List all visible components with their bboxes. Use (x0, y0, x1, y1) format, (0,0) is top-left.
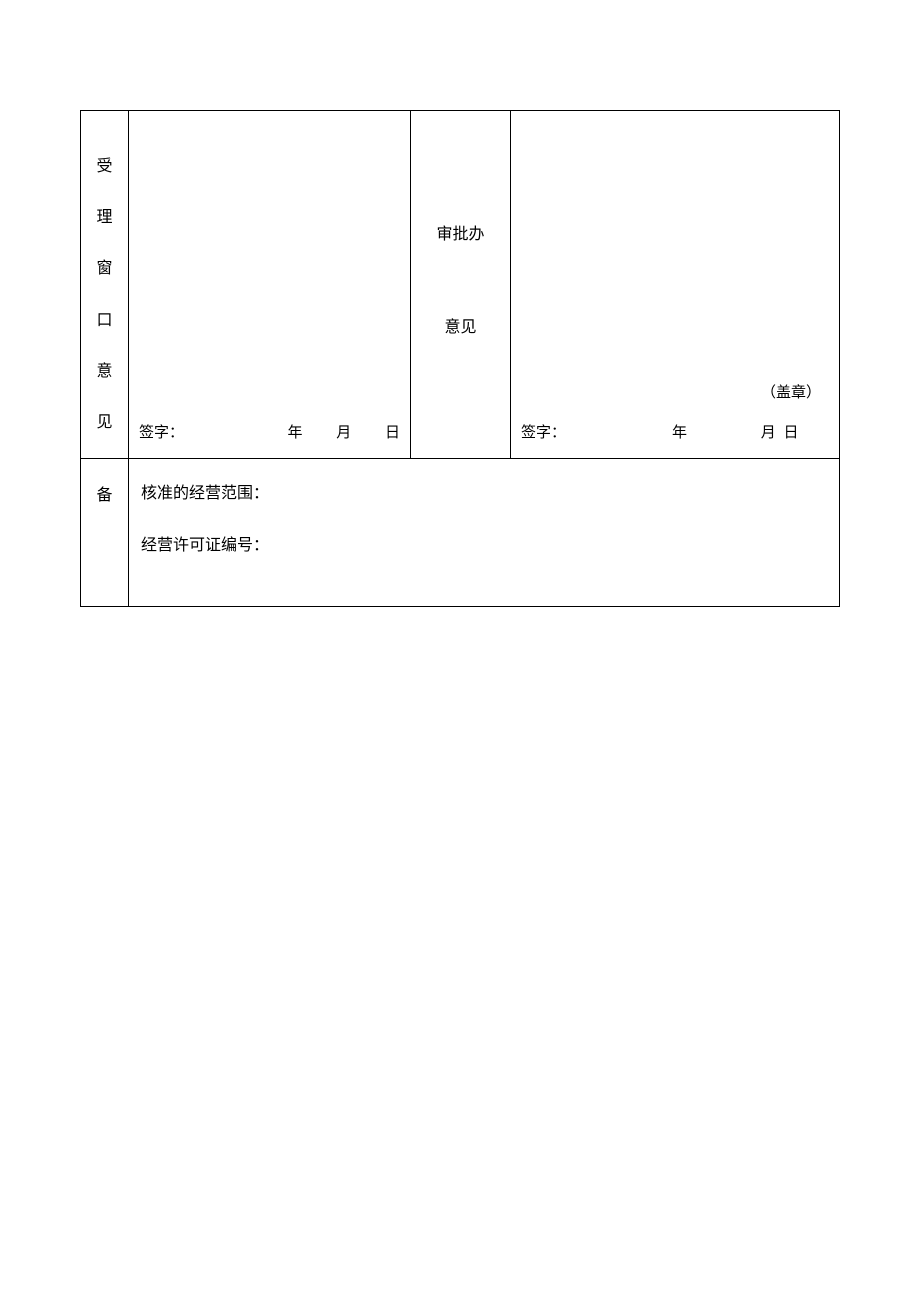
date-day: 日 (385, 425, 400, 441)
seal-text: （盖章） (761, 381, 821, 402)
license-number-label: 经营许可证编号： (141, 525, 827, 567)
approval-sign-line: 签字： 年 月 日 (521, 421, 829, 442)
approval-office-label-cell: 审批办 意见 (411, 111, 511, 459)
approved-scope-label: 核准的经营范围： (141, 473, 827, 515)
opinion-row: 受 理 窗 口 意 见 签字： 年 月 日 审批办 意见 （盖章） (81, 111, 840, 459)
remark-row: 备 核准的经营范围： 经营许可证编号： (81, 459, 840, 607)
date-month: 月 (761, 425, 776, 441)
approval-office-label-bottom: 意见 (411, 314, 510, 343)
remark-label: 备 (96, 487, 112, 504)
vchar: 窗 (96, 243, 112, 294)
vchar: 理 (96, 192, 112, 243)
remark-body-cell: 核准的经营范围： 经营许可证编号： (129, 459, 840, 607)
date-year: 年 (287, 425, 302, 441)
vchar: 口 (96, 295, 112, 346)
vchar: 意 (96, 346, 112, 397)
remark-label-cell: 备 (81, 459, 129, 607)
sign-label: 签字： (139, 421, 184, 442)
approval-opinion-cell: （盖章） 签字： 年 月 日 (511, 111, 840, 459)
date-year: 年 (672, 425, 687, 441)
sign-label: 签字： (521, 421, 566, 442)
acceptance-window-label: 受 理 窗 口 意 见 (89, 141, 120, 448)
vchar: 见 (96, 397, 112, 448)
approval-form-table: 受 理 窗 口 意 见 签字： 年 月 日 审批办 意见 （盖章） (80, 110, 840, 607)
date-month: 月 (336, 425, 351, 441)
approval-office-label-top: 审批办 (411, 221, 510, 250)
vchar: 受 (96, 141, 112, 192)
date-day: 日 (784, 425, 799, 441)
acceptance-sign-line: 签字： 年 月 日 (139, 421, 400, 442)
acceptance-opinion-cell: 签字： 年 月 日 (129, 111, 411, 459)
acceptance-window-label-cell: 受 理 窗 口 意 见 (81, 111, 129, 459)
